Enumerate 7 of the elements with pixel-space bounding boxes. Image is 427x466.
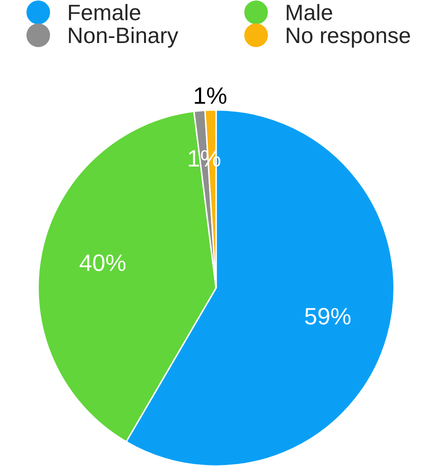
legend-label: Male [286, 4, 332, 20]
legend-label: No response [286, 28, 410, 48]
data-label: 40% [80, 254, 126, 272]
data-label: 59% [305, 308, 351, 325]
data-label: 1% [194, 87, 226, 104]
legend-label: Female [68, 4, 140, 20]
legend-label: Non-Binary [68, 26, 178, 48]
